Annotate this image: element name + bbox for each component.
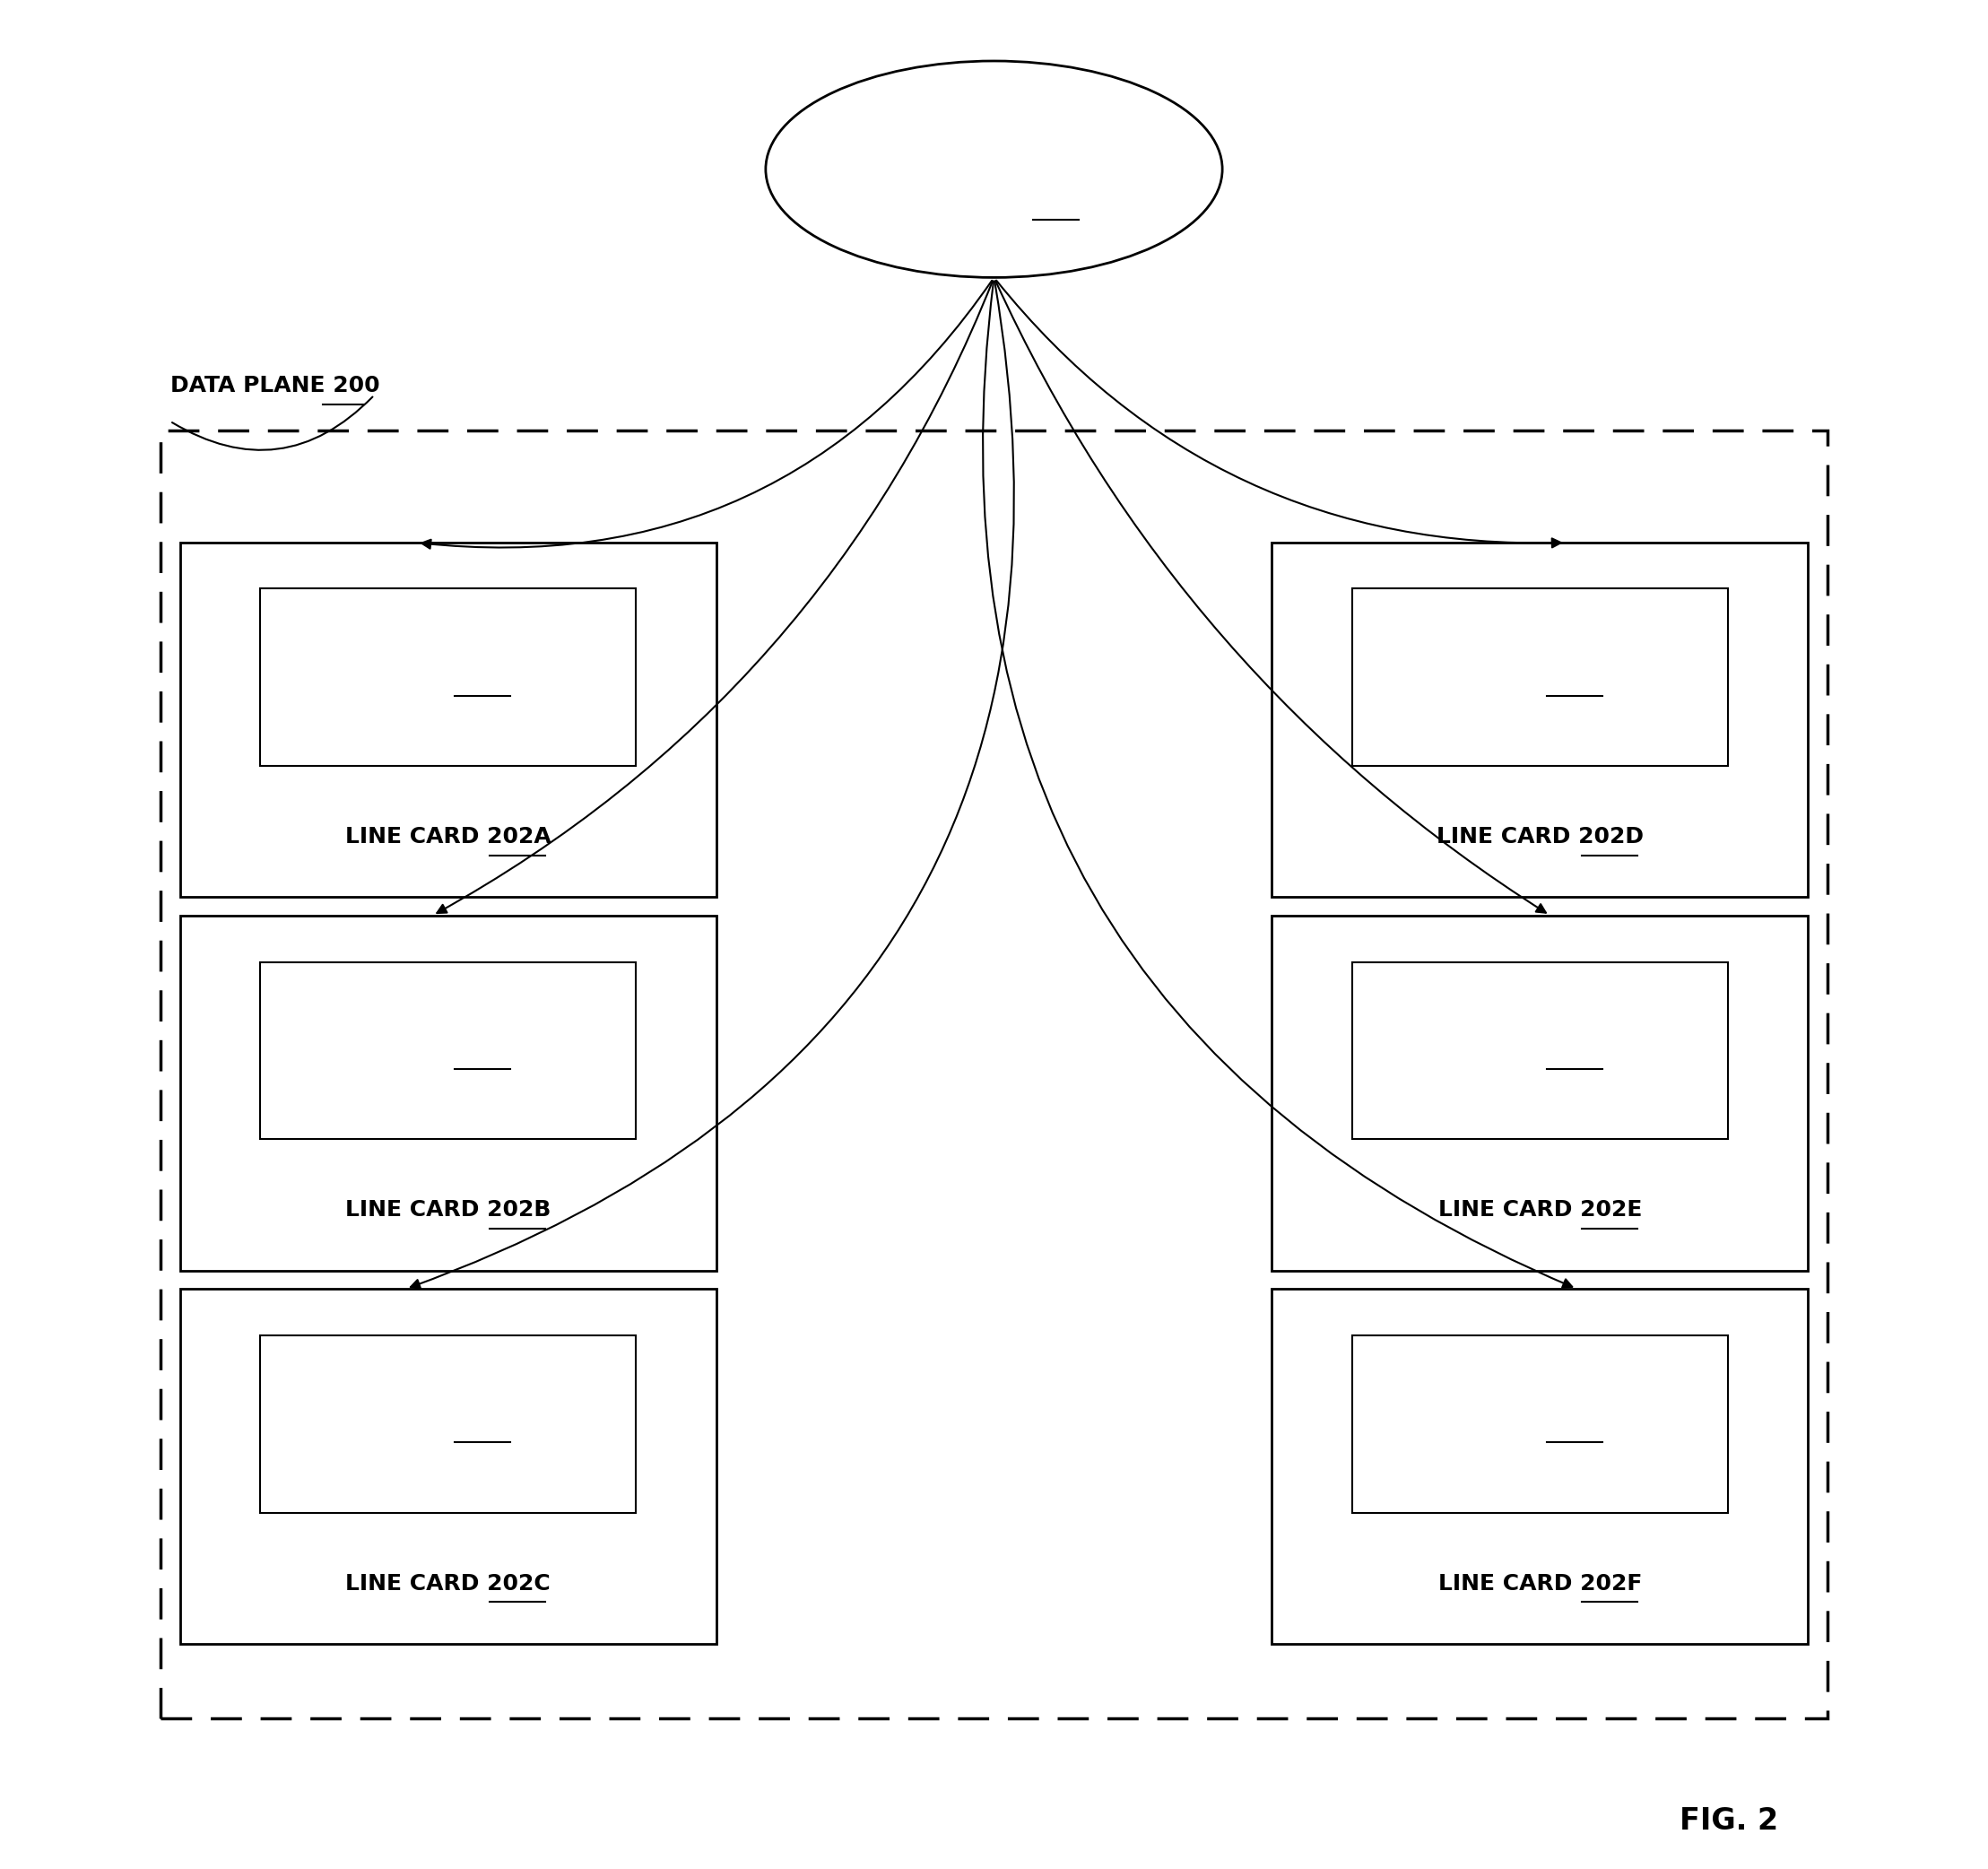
- Text: FIBs 204E: FIBs 204E: [1479, 1039, 1602, 1062]
- Bar: [1272, 916, 1807, 1271]
- Bar: [260, 1334, 636, 1512]
- Text: FIBs 204C: FIBs 204C: [386, 1413, 511, 1435]
- Text: FIG. 2: FIG. 2: [1680, 1805, 1777, 1835]
- Bar: [161, 430, 1827, 1718]
- FancyArrowPatch shape: [421, 280, 992, 549]
- Text: LINE CARD 202E: LINE CARD 202E: [1437, 1200, 1642, 1220]
- Text: LINE CARD 202F: LINE CARD 202F: [1437, 1572, 1642, 1594]
- Text: DATA PLANE 200: DATA PLANE 200: [171, 376, 380, 396]
- Bar: [181, 916, 716, 1271]
- FancyArrowPatch shape: [982, 280, 1573, 1288]
- FancyArrowPatch shape: [996, 280, 1561, 548]
- Text: LINE CARD 202A: LINE CARD 202A: [346, 826, 551, 849]
- Text: MANAGER 206: MANAGER 206: [893, 187, 1095, 211]
- Text: LINE CARD 202C: LINE CARD 202C: [346, 1572, 551, 1594]
- FancyArrowPatch shape: [996, 280, 1547, 912]
- Text: FIBs 204F: FIBs 204F: [1479, 1413, 1602, 1435]
- Bar: [260, 589, 636, 766]
- Bar: [1352, 963, 1728, 1140]
- Bar: [1272, 1290, 1807, 1643]
- FancyArrowPatch shape: [412, 280, 1014, 1288]
- Text: LABEL: LABEL: [950, 127, 1038, 151]
- Text: FIBs 204B: FIBs 204B: [386, 1039, 511, 1062]
- Bar: [181, 1290, 716, 1643]
- Text: FIBs 204A: FIBs 204A: [386, 667, 511, 688]
- Text: FIBs 204D: FIBs 204D: [1477, 667, 1604, 688]
- Bar: [1352, 589, 1728, 766]
- Text: LINE CARD 202B: LINE CARD 202B: [346, 1200, 551, 1220]
- FancyArrowPatch shape: [437, 280, 992, 914]
- Bar: [1272, 542, 1807, 897]
- Text: LINE CARD 202D: LINE CARD 202D: [1437, 826, 1644, 849]
- Bar: [181, 542, 716, 897]
- Bar: [260, 963, 636, 1140]
- Bar: [1352, 1334, 1728, 1512]
- Ellipse shape: [765, 62, 1223, 277]
